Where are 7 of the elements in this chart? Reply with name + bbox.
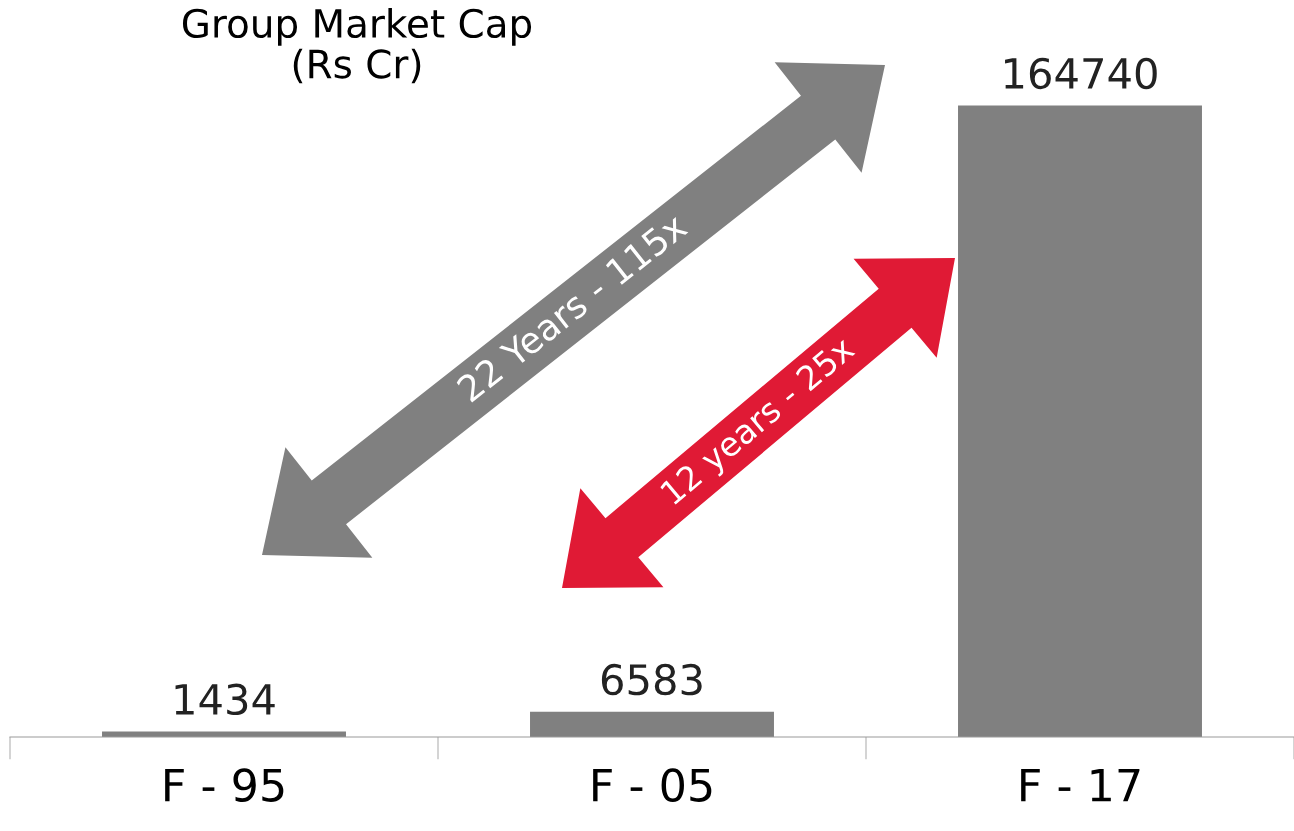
x-tick-label: F - 05 bbox=[593, 768, 712, 802]
data-label: 1434 bbox=[175, 683, 275, 716]
x-tick-label: F - 17 bbox=[1021, 768, 1140, 802]
chart-title: Group Market Cap (Rs Cr) bbox=[182, 8, 532, 84]
data-label: 164740 bbox=[1005, 57, 1157, 90]
x-tick-label: F - 95 bbox=[165, 768, 284, 802]
data-label: 6583 bbox=[601, 663, 702, 696]
